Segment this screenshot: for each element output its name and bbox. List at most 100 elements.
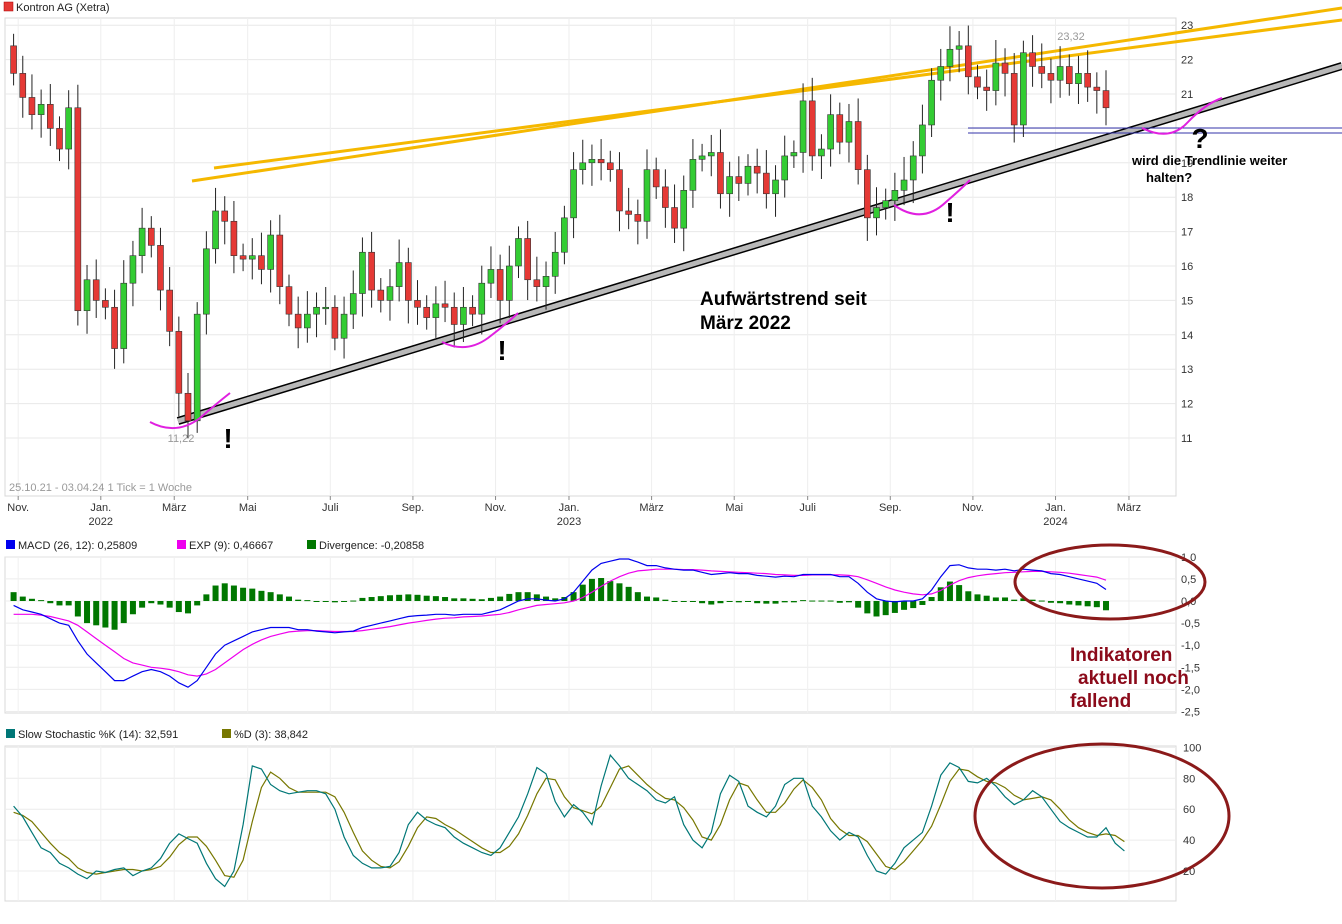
magenta-curve (893, 179, 971, 216)
price-y-tick-label: 13 (1181, 364, 1193, 376)
price-y-tick-label: 19 (1181, 158, 1193, 170)
candle-up (193, 313, 201, 422)
divergence-bar (313, 601, 320, 602)
divergence-bar (1093, 601, 1100, 608)
divergence-bar (699, 601, 706, 604)
x-tick-label: Jan. (559, 502, 580, 514)
price-x-ticks: Nov. Jan. 2022 März Mai Juli Sep. Nov. Jan. 2023 M… (7, 496, 1141, 528)
x-tick-label: Nov. (7, 502, 29, 514)
candle-down (414, 300, 421, 308)
candle-up (551, 251, 559, 277)
divergence-bar (120, 601, 127, 624)
candle-down (276, 234, 284, 287)
date-range-label: 25.10.21 - 03.04.24 1 Tick = 1 Woche (9, 482, 192, 494)
candle-up (478, 282, 486, 315)
stochastic-panel: Slow Stochastic %K (14): 32,591 %D (3): 3… (4, 729, 1231, 902)
divergence-bar (497, 596, 504, 601)
divergence-bar (588, 578, 595, 601)
candle-down (405, 262, 412, 301)
candle-down (753, 165, 761, 174)
divergence-bar (634, 592, 641, 601)
divergence-bar (47, 601, 54, 604)
candle-up (726, 176, 733, 195)
divergence-bar (891, 601, 898, 613)
stochastic-grid (5, 746, 1176, 901)
candle-up (799, 100, 807, 153)
candle-down (147, 227, 155, 246)
candle-down (450, 306, 458, 325)
divergence-bar (744, 601, 751, 602)
x-tick-label: März (162, 502, 186, 514)
candle-down (864, 169, 871, 219)
price-legend-swatch (3, 1, 14, 12)
divergence-bar (129, 601, 136, 615)
candle-up (267, 234, 274, 270)
divergence-bar (763, 601, 770, 604)
divergence-bar (28, 598, 35, 601)
candle-up (845, 121, 853, 143)
candle-down (634, 214, 642, 222)
x-tick-label: Nov. (962, 502, 984, 514)
divergence-bar (873, 601, 880, 617)
candle-up (386, 286, 394, 301)
candle-down (808, 100, 816, 157)
stochastic-annotations (973, 742, 1231, 890)
candle-up (873, 207, 880, 219)
stochastic-y-tick-label: 100 (1183, 742, 1201, 754)
divergence-bar (359, 597, 366, 601)
divergence-bar (790, 601, 797, 603)
divergence-bar (781, 601, 788, 603)
candle-down (735, 176, 743, 184)
magenta-curve (149, 392, 231, 429)
x-tick-label: Juli (322, 502, 339, 514)
stochastic-legend-swatch (222, 729, 231, 738)
candle-down (1093, 86, 1101, 91)
candle-down (10, 45, 17, 74)
resistance-trendline-upper (213, 18, 1342, 170)
candle-up (643, 169, 651, 222)
candle-up (37, 104, 45, 115)
candle-up (138, 227, 146, 256)
divergence-bar (396, 594, 403, 601)
price-y-tick-label: 18 (1181, 192, 1193, 204)
divergence-bar (469, 598, 476, 601)
price-legend-label: Kontron AG (Xetra) (16, 2, 110, 14)
divergence-bar (956, 585, 963, 601)
divergence-bar (230, 585, 237, 601)
divergence-bar (836, 601, 843, 603)
divergence-bar (249, 588, 256, 601)
candle-up (689, 159, 697, 191)
divergence-bar (295, 599, 302, 601)
candle-up (1056, 66, 1064, 81)
divergence-bar (625, 586, 632, 601)
divergence-bar (38, 600, 45, 602)
candle-up (83, 279, 91, 312)
divergence-bar (901, 601, 908, 610)
support-trendline-inner (177, 63, 1342, 424)
macd-y-tick-label: -0,5 (1181, 618, 1200, 630)
divergence-bar (1047, 601, 1054, 603)
candle-up (588, 159, 596, 164)
candle-up (1020, 52, 1027, 126)
low-value-label: 11,22 (168, 433, 195, 445)
divergence-bar (194, 601, 201, 606)
candle-up (203, 248, 210, 315)
divergence-bar (543, 596, 550, 601)
divergence-bar (212, 585, 219, 601)
candle-down (294, 313, 302, 329)
candle-up (359, 251, 366, 294)
stochastic-y-tick-label: 80 (1183, 773, 1195, 785)
divergence-bar (1029, 599, 1036, 601)
price-y-tick-label: 12 (1181, 399, 1193, 411)
candle-down (854, 121, 862, 170)
divergence-bar (65, 601, 72, 606)
candle-down (533, 279, 541, 287)
macd-grid (5, 556, 1176, 713)
candle-up (212, 210, 219, 250)
exclamation-mark: ! (945, 197, 954, 228)
candle-down (175, 331, 183, 394)
divergence-bar (598, 578, 605, 601)
x-tick-label: Mai (239, 502, 257, 514)
macd-legend-swatch (177, 540, 186, 549)
